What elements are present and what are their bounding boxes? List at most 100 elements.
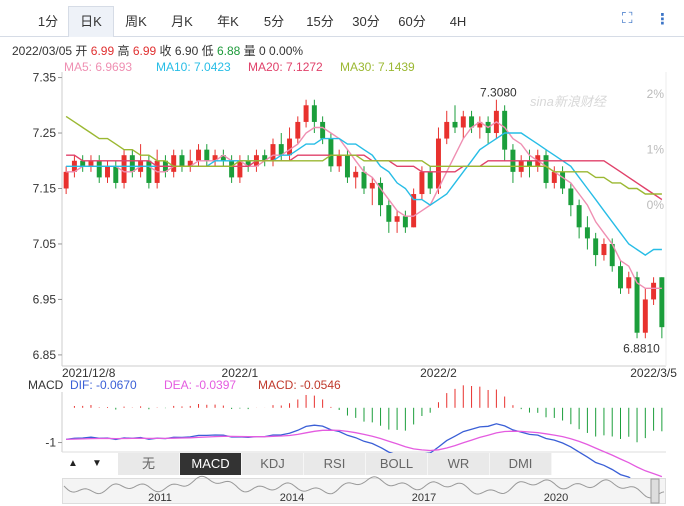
volume-value: 0	[259, 44, 266, 58]
indicator-tab-2[interactable]: KDJ	[242, 453, 304, 475]
candle-body	[469, 116, 475, 128]
indicator-tab-4[interactable]: BOLL	[366, 453, 428, 475]
candle-body	[212, 155, 218, 161]
candle-body	[551, 171, 557, 183]
dea-legend: DEA: -0.0397	[164, 378, 237, 392]
right-tick-label: 1%	[647, 143, 665, 157]
change-value: 0.00%	[269, 44, 304, 58]
ma5-legend: MA5: 6.9693	[64, 60, 133, 74]
candle-body	[303, 105, 309, 122]
candle-body	[618, 266, 623, 289]
candle-body	[444, 121, 450, 139]
candle-body	[96, 160, 102, 178]
candle-body	[419, 171, 425, 195]
volume-label: 量	[243, 44, 256, 58]
candle-body	[204, 149, 210, 161]
candle-body	[353, 171, 359, 178]
ma5-line	[66, 121, 662, 289]
more-vertical-icon[interactable]: ⋮	[655, 11, 670, 28]
close-value: 6.90	[174, 44, 199, 58]
candle-body	[105, 166, 110, 178]
candle-body	[220, 155, 226, 161]
tab-6[interactable]: 15分	[306, 14, 334, 29]
candle-body	[196, 149, 202, 161]
candle-body	[601, 243, 607, 256]
open-value: 6.99	[90, 44, 115, 58]
close-label: 收	[159, 44, 172, 58]
candle-body	[237, 160, 243, 178]
candle-body	[179, 155, 185, 167]
candle-body	[402, 216, 408, 228]
low-value: 6.88	[216, 44, 241, 58]
candle-body	[378, 182, 384, 206]
candle-body	[427, 171, 433, 189]
candle-body	[262, 155, 268, 161]
ma30-legend: MA30: 7.1439	[340, 60, 415, 74]
y-tick-label: 6.95	[33, 292, 57, 306]
fullscreen-icon[interactable]: ⛶	[622, 10, 633, 27]
x-tick-label: 2021/12/8	[62, 366, 116, 380]
candle-body	[560, 171, 566, 189]
tab-5[interactable]: 5分	[263, 14, 285, 29]
tab-1[interactable]: 日K	[68, 6, 114, 37]
tab-3[interactable]: 月K	[171, 14, 193, 29]
candle-body	[245, 160, 251, 167]
candle-body	[435, 138, 441, 189]
candle-body	[113, 166, 119, 183]
y-tick-label: 7.05	[33, 237, 57, 251]
x-tick-label: 2022/2	[420, 366, 457, 380]
indicator-tab-0[interactable]: 无	[118, 453, 180, 475]
candle-body	[369, 182, 375, 189]
candle-body	[278, 144, 284, 156]
candle-body	[411, 194, 417, 228]
candle-body	[287, 138, 293, 156]
x-tick-label: 2022/3/5	[630, 366, 677, 380]
candle-body	[320, 121, 326, 139]
candle-body	[634, 277, 640, 333]
candle-body	[642, 299, 648, 333]
scroll-up-button[interactable]: ▲	[68, 458, 78, 469]
ma10-legend: MA10: 7.0423	[156, 60, 231, 74]
indicator-tab-3[interactable]: RSI	[304, 453, 366, 475]
right-tick-label: 2%	[647, 87, 665, 101]
candle-body	[386, 205, 392, 222]
candle-body	[502, 110, 508, 150]
ma30-line	[65, 115, 662, 195]
ma20-legend: MA20: 7.1272	[248, 60, 323, 74]
tab-4[interactable]: 年K	[217, 14, 239, 29]
candle-body	[543, 155, 549, 183]
macd-panel-label: MACD	[28, 378, 64, 392]
macd-y-tick-label: -1	[45, 436, 56, 450]
candle-body	[336, 155, 342, 167]
indicator-tab-1[interactable]: MACD	[180, 453, 242, 475]
candle-body	[146, 160, 152, 183]
low-annotation: 6.8810	[623, 341, 660, 355]
scroll-down-button[interactable]: ▼	[92, 458, 102, 469]
candle-body	[80, 160, 86, 167]
candle-body	[121, 155, 127, 183]
indicator-tab-5[interactable]: WR	[428, 453, 490, 475]
y-tick-label: 7.15	[33, 181, 57, 195]
candle-body	[626, 277, 632, 289]
high-annotation: 7.3080	[480, 86, 517, 100]
time-navigator[interactable]	[62, 478, 666, 504]
x-tick-label: 2022/1	[222, 366, 259, 380]
tab-0[interactable]: 1分	[37, 14, 59, 29]
indicator-tab-6[interactable]: DMI	[490, 453, 552, 475]
tab-2[interactable]: 周K	[125, 14, 147, 29]
tab-7[interactable]: 30分	[352, 14, 380, 29]
y-tick-label: 7.25	[33, 126, 57, 140]
dea-line	[66, 429, 663, 478]
right-tick-label: 0%	[647, 198, 665, 212]
quote-date: 2022/03/05	[12, 44, 73, 58]
tab-8[interactable]: 60分	[398, 14, 426, 29]
candle-body	[171, 155, 177, 172]
candle-body	[344, 155, 350, 178]
candle-body	[460, 116, 466, 128]
candle-body	[361, 171, 367, 189]
tab-9[interactable]: 4H	[449, 14, 467, 29]
candle-body	[576, 205, 582, 228]
candle-body	[609, 243, 615, 267]
candle-body	[311, 105, 317, 122]
